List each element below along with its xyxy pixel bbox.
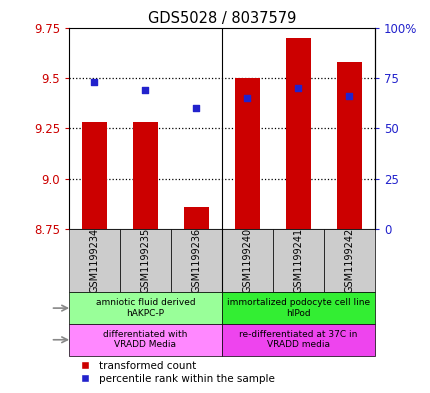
Text: GSM1199241: GSM1199241 bbox=[293, 228, 303, 293]
Bar bbox=[69, 324, 221, 356]
Bar bbox=[120, 229, 171, 292]
Text: re-differentiated at 37C in
VRADD media: re-differentiated at 37C in VRADD media bbox=[239, 330, 357, 349]
Text: GSM1199242: GSM1199242 bbox=[344, 228, 353, 293]
Bar bbox=[221, 324, 374, 356]
Point bbox=[193, 105, 200, 111]
Bar bbox=[234, 78, 260, 229]
Bar bbox=[82, 122, 107, 229]
Text: differentiated with
VRADD Media: differentiated with VRADD Media bbox=[103, 330, 187, 349]
Text: GSM1199236: GSM1199236 bbox=[191, 228, 201, 293]
Bar bbox=[336, 62, 361, 229]
Point bbox=[142, 87, 149, 93]
Point bbox=[243, 95, 250, 101]
Bar bbox=[183, 207, 209, 229]
Text: GSM1199240: GSM1199240 bbox=[242, 228, 252, 293]
Bar bbox=[69, 292, 221, 324]
Bar bbox=[69, 229, 120, 292]
Bar bbox=[323, 229, 374, 292]
Text: amniotic fluid derived
hAKPC-P: amniotic fluid derived hAKPC-P bbox=[95, 298, 195, 318]
Bar bbox=[221, 292, 374, 324]
Point bbox=[345, 93, 352, 99]
Point bbox=[91, 79, 98, 85]
Legend: transformed count, percentile rank within the sample: transformed count, percentile rank withi… bbox=[74, 361, 274, 384]
Text: GSM1199235: GSM1199235 bbox=[140, 228, 150, 293]
Bar bbox=[171, 229, 221, 292]
Point bbox=[294, 85, 301, 91]
Bar bbox=[285, 38, 310, 229]
Bar bbox=[221, 229, 272, 292]
Text: GSM1199234: GSM1199234 bbox=[89, 228, 99, 293]
Bar bbox=[132, 122, 158, 229]
Bar bbox=[272, 229, 323, 292]
Title: GDS5028 / 8037579: GDS5028 / 8037579 bbox=[147, 11, 295, 26]
Text: immortalized podocyte cell line
hIPod: immortalized podocyte cell line hIPod bbox=[226, 298, 369, 318]
